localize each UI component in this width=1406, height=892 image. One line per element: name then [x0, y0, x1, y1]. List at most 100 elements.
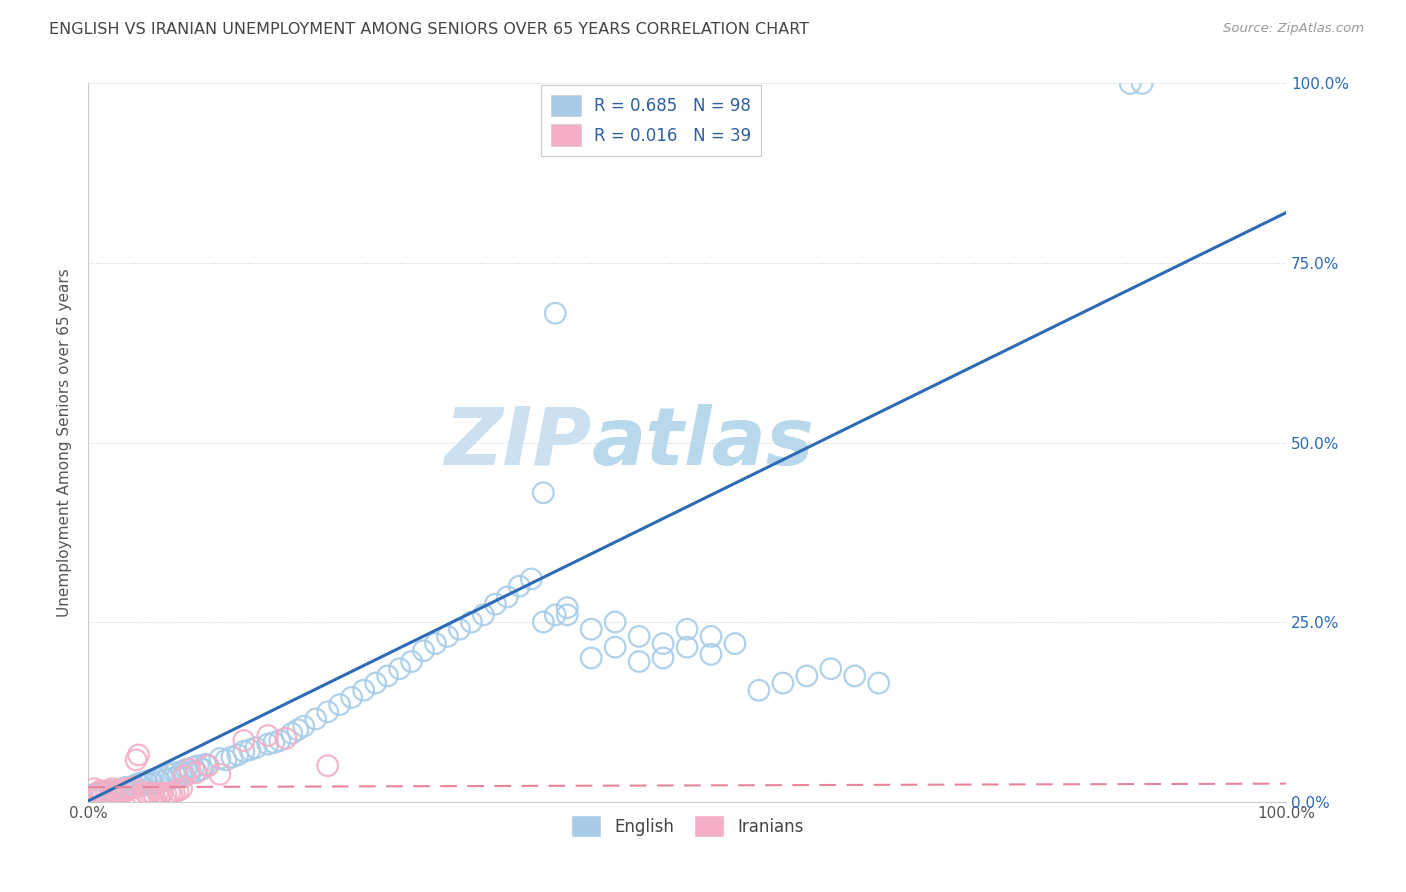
Point [173, 767, 195, 781]
Point [122, 780, 145, 795]
Point [160, 788, 183, 802]
Point [184, 764, 207, 779]
Text: ENGLISH VS IRANIAN UNEMPLOYMENT AMONG SENIORS OVER 65 YEARS CORRELATION CHART: ENGLISH VS IRANIAN UNEMPLOYMENT AMONG SE… [49, 22, 810, 37]
Point [135, 786, 157, 800]
Point [131, 779, 153, 793]
Text: Source: ZipAtlas.com: Source: ZipAtlas.com [1223, 22, 1364, 36]
Point [170, 781, 193, 796]
Point [146, 772, 169, 786]
Point [163, 765, 186, 780]
Point [628, 629, 651, 643]
Point [103, 784, 125, 798]
Point [401, 655, 423, 669]
Point [184, 765, 207, 780]
Point [239, 743, 262, 757]
Point [111, 781, 134, 796]
Point [555, 600, 578, 615]
Point [143, 776, 166, 790]
Point [412, 644, 434, 658]
Point [208, 751, 231, 765]
Y-axis label: Unemployment Among Seniors over 65 years: Unemployment Among Seniors over 65 years [58, 268, 72, 617]
Point [772, 676, 794, 690]
Point [652, 651, 675, 665]
Point [676, 622, 699, 636]
Point [628, 655, 651, 669]
Point [159, 786, 181, 800]
Point [127, 747, 149, 762]
Point [112, 781, 135, 796]
Text: atlas: atlas [592, 403, 814, 482]
Point [544, 306, 567, 320]
Point [484, 597, 506, 611]
Point [155, 788, 177, 802]
Point [844, 669, 866, 683]
Point [159, 767, 181, 781]
Point [581, 622, 603, 636]
Point [460, 615, 482, 629]
Point [245, 740, 267, 755]
Point [555, 607, 578, 622]
Point [256, 729, 278, 743]
Point [436, 629, 458, 643]
Point [316, 758, 339, 772]
Point [208, 767, 231, 781]
Point [269, 733, 291, 747]
Point [340, 690, 363, 705]
Point [281, 726, 304, 740]
Point [91, 788, 114, 802]
Point [131, 788, 153, 802]
Point [149, 774, 172, 789]
Point [107, 784, 129, 798]
Point [221, 750, 243, 764]
Point [107, 786, 129, 800]
Point [135, 774, 157, 789]
Point [820, 662, 842, 676]
Point [122, 779, 145, 793]
Point [329, 698, 352, 712]
Point [215, 753, 238, 767]
Point [232, 733, 254, 747]
Point [605, 640, 627, 655]
Legend: English, Iranians: English, Iranians [564, 809, 810, 844]
Point [94, 788, 117, 802]
Point [98, 784, 121, 798]
Point [305, 712, 328, 726]
Point [287, 723, 309, 737]
Point [94, 784, 117, 798]
Point [197, 758, 219, 772]
Point [112, 784, 135, 798]
Point [83, 781, 105, 796]
Point [115, 784, 138, 798]
Point [136, 776, 159, 790]
Point [83, 788, 105, 802]
Point [146, 786, 169, 800]
Point [353, 683, 375, 698]
Point [120, 781, 142, 796]
Text: ZIP: ZIP [444, 403, 592, 482]
Point [143, 788, 166, 802]
Point [724, 637, 747, 651]
Point [127, 776, 149, 790]
Point [652, 637, 675, 651]
Point [377, 669, 399, 683]
Point [531, 485, 554, 500]
Point [176, 762, 198, 776]
Point [531, 615, 554, 629]
Point [508, 579, 530, 593]
Point [191, 762, 214, 776]
Point [187, 758, 209, 772]
Point [179, 762, 201, 776]
Point [101, 786, 124, 800]
Point [89, 786, 111, 800]
Point [149, 788, 172, 802]
Point [101, 781, 124, 796]
Point [179, 765, 201, 780]
Point [700, 629, 723, 643]
Point [232, 744, 254, 758]
Point [868, 676, 890, 690]
Point [256, 737, 278, 751]
Point [425, 637, 447, 651]
Point [388, 662, 411, 676]
Point [152, 769, 174, 783]
Point [449, 622, 471, 636]
